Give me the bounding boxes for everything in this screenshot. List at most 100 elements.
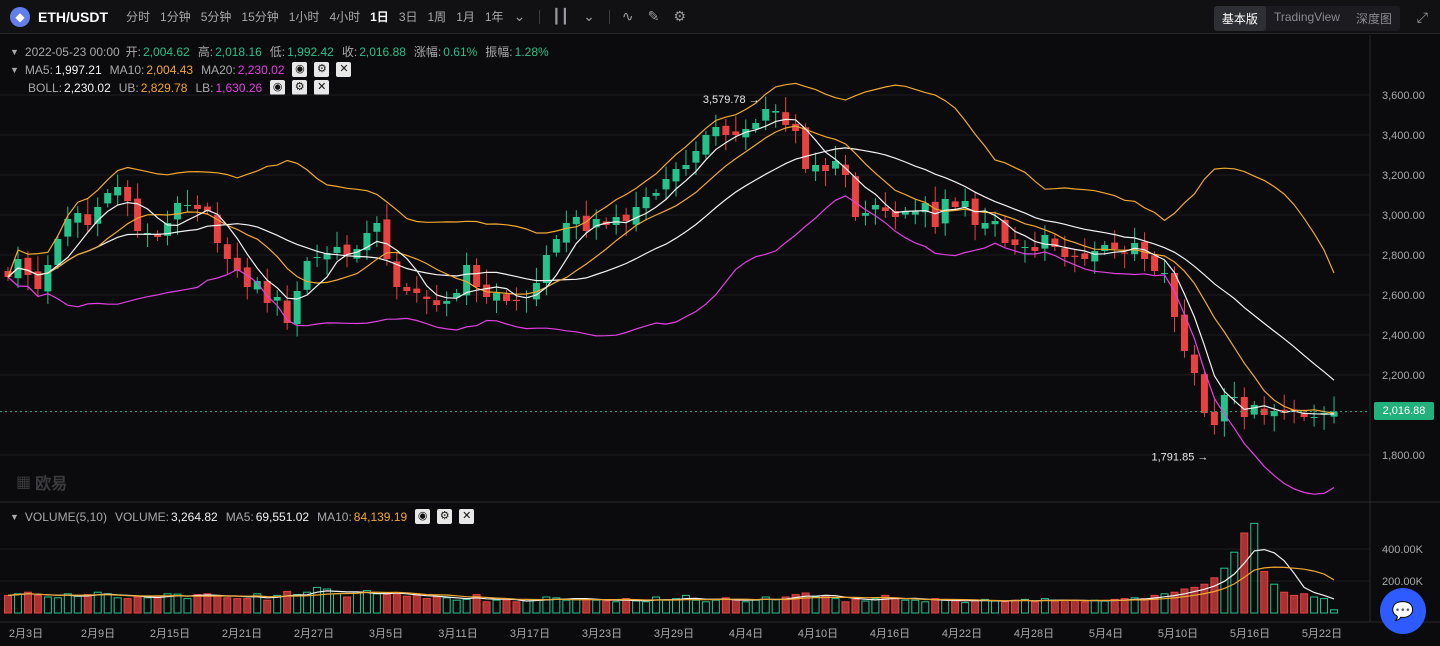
- close-icon[interactable]: ✕: [459, 509, 475, 524]
- close-icon[interactable]: ✕: [314, 80, 330, 95]
- gear-icon[interactable]: ⚙: [673, 8, 686, 24]
- view-tab-1[interactable]: TradingView: [1273, 10, 1340, 24]
- volume-bar: [492, 599, 501, 614]
- timeframe-3[interactable]: 15分钟: [241, 10, 279, 24]
- volume-bar: [761, 596, 770, 614]
- close-icon[interactable]: ✕: [336, 62, 352, 77]
- date-tick-label: 3月11日: [438, 628, 478, 640]
- draw-tool-icon[interactable]: ✎: [647, 8, 660, 24]
- eye-icon[interactable]: ◉: [270, 80, 286, 95]
- gear-icon[interactable]: ⚙: [437, 509, 453, 524]
- pair-title[interactable]: ETH/USDT: [38, 8, 108, 25]
- ohlc-date: 2022-05-23 00:00: [24, 44, 120, 59]
- timeframe-9[interactable]: 1月: [456, 10, 475, 24]
- candle-body: [851, 176, 859, 217]
- timeframe-8[interactable]: 1周: [427, 10, 447, 24]
- timeframe-5[interactable]: 4小时: [329, 10, 361, 24]
- candle-body: [1171, 273, 1179, 317]
- volume-bar: [622, 598, 631, 614]
- chevron-down-icon[interactable]: ▼: [10, 46, 19, 57]
- candle-body: [1330, 411, 1338, 417]
- candle-body: [1011, 239, 1019, 245]
- candle-body: [792, 123, 800, 131]
- candle-body: [1161, 273, 1169, 274]
- candle-body: [1041, 235, 1049, 249]
- price-tick-label: 3,200.00: [1382, 170, 1425, 182]
- chevron-down-icon[interactable]: ⌄: [583, 8, 595, 24]
- top-toolbar: ◆ ETH/USDT 分时 1分钟 5分钟 15分钟 1小时 4小时 1日 3日 1周 1月 1年 …: [0, 0, 1440, 34]
- candle-body: [94, 207, 102, 224]
- volume-bar: [402, 595, 411, 614]
- date-tick-label: 4月10日: [798, 628, 838, 640]
- volume-bar: [711, 599, 720, 614]
- volume-bar: [173, 593, 182, 614]
- volume-bar: [482, 601, 491, 614]
- candle-body: [1220, 395, 1228, 422]
- candle-body: [363, 233, 371, 251]
- candle-body: [1121, 252, 1129, 254]
- volume-bar: [532, 598, 541, 614]
- indicator-icon[interactable]: ∿: [621, 8, 634, 24]
- timeframe-10[interactable]: 1年: [484, 10, 504, 24]
- timeframe-4[interactable]: 1小时: [288, 10, 320, 24]
- candle-body: [243, 267, 251, 287]
- date-tick-label: 2月21日: [222, 628, 262, 640]
- candle-body: [253, 281, 261, 290]
- timeframe-2[interactable]: 5分钟: [200, 10, 232, 24]
- volume-bar: [781, 596, 790, 614]
- candle-body: [782, 112, 790, 125]
- candle-body: [383, 219, 391, 259]
- candle-body: [24, 257, 32, 275]
- candle-body: [1101, 245, 1109, 251]
- open-value: 2,004.62: [143, 44, 190, 59]
- candle-body: [762, 109, 770, 121]
- candle-body: [722, 125, 730, 135]
- volume-bar: [881, 594, 890, 614]
- chat-button[interactable]: 💬: [1380, 588, 1426, 634]
- timeframe-7[interactable]: 3日: [398, 10, 418, 24]
- high-label: 高:: [197, 45, 214, 59]
- gear-icon[interactable]: ⚙: [292, 80, 308, 95]
- timeframe-0[interactable]: 分时: [126, 10, 151, 24]
- chevron-down-icon[interactable]: ▼: [10, 511, 19, 522]
- volume-bar: [901, 599, 910, 614]
- fullscreen-icon[interactable]: ⤢: [1416, 9, 1428, 25]
- ma-row: ▼ MA5: 1,997.21 MA10: 2,004.43 MA20: 2,230.…: [10, 62, 358, 77]
- volume-label: VOLUME:: [114, 509, 169, 524]
- candle-body: [134, 198, 142, 231]
- volume-bar: [791, 594, 800, 614]
- timeframe-6[interactable]: 1日: [370, 10, 389, 24]
- gear-icon[interactable]: ⚙: [314, 62, 330, 77]
- volume-bar: [462, 598, 471, 614]
- watermark-text: 欧易: [35, 476, 68, 493]
- eye-icon[interactable]: ◉: [415, 509, 431, 524]
- chevron-down-icon[interactable]: ⌄: [513, 8, 526, 24]
- candle-body: [1081, 253, 1089, 259]
- ohlc-row: ▼ 2022-05-23 00:00 开: 2,004.62 高: 2,018.16…: [10, 43, 557, 60]
- volume-bar: [1010, 599, 1019, 614]
- candle-body: [154, 234, 162, 237]
- volume-bar: [1110, 598, 1119, 614]
- volume-bar: [33, 594, 42, 614]
- candle-body: [871, 205, 879, 210]
- chevron-down-icon[interactable]: ▼: [10, 64, 19, 75]
- candle-body: [752, 123, 760, 129]
- candle-body: [323, 253, 331, 260]
- volume-bar: [213, 594, 222, 614]
- candle-type-icon[interactable]: ┃┃: [552, 8, 570, 24]
- timeframe-1[interactable]: 1分钟: [160, 10, 191, 24]
- vol-ma10-label: MA10:: [317, 509, 352, 524]
- view-tab-2[interactable]: 深度图: [1355, 12, 1392, 26]
- price-tick-label: 3,400.00: [1382, 130, 1425, 142]
- volume-bar: [1290, 594, 1299, 614]
- volume-bar: [1260, 570, 1269, 614]
- ub-label: UB:: [118, 80, 139, 95]
- volume-bar: [801, 592, 810, 614]
- candle-body: [1310, 417, 1318, 418]
- view-tab-0[interactable]: 基本版: [1213, 6, 1266, 31]
- vol-ma5-label: MA5:: [225, 509, 254, 524]
- candle-body: [1200, 374, 1208, 413]
- volume-bar: [991, 600, 1000, 614]
- eye-icon[interactable]: ◉: [292, 62, 308, 77]
